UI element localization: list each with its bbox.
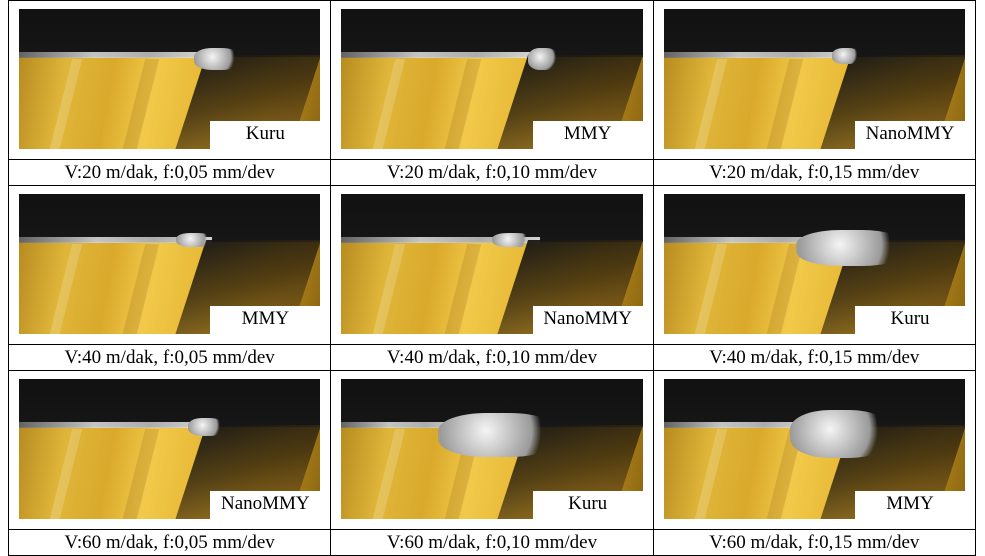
image-cell: Kuru [652,185,977,345]
cutting-parameters-caption: V:20 m/dak, f:0,10 mm/dev [386,161,598,183]
tool-photo: NanoMMY [19,379,321,519]
image-cell: NanoMMY [652,0,977,160]
image-cell: NanoMMY [7,370,332,530]
cutting-parameters-caption: V:20 m/dak, f:0,15 mm/dev [709,161,920,183]
tool-wear-figure-table: Kuru MMY NanoMMY V:20 m/dak, f:0,05 mm/d… [7,0,977,556]
caption-cell: V:20 m/dak, f:0,05 mm/dev [7,159,332,186]
image-cell: Kuru [330,370,654,530]
caption-cell: V:40 m/dak, f:0,15 mm/dev [652,344,977,371]
cutting-parameters-caption: V:20 m/dak, f:0,05 mm/dev [64,161,275,183]
condition-label: NanoMMY [532,306,643,334]
caption-cell: V:20 m/dak, f:0,10 mm/dev [330,159,654,186]
caption-cell: V:60 m/dak, f:0,10 mm/dev [330,529,654,556]
cutting-parameters-caption: V:40 m/dak, f:0,15 mm/dev [709,346,920,368]
tool-photo: NanoMMY [341,194,643,334]
tool-photo: NanoMMY [663,9,965,149]
condition-label: MMY [855,491,965,519]
caption-cell: V:60 m/dak, f:0,05 mm/dev [7,529,332,556]
condition-label: NanoMMY [210,491,321,519]
image-cell: Kuru [7,0,332,160]
condition-label: Kuru [855,306,965,334]
condition-label: NanoMMY [855,121,965,149]
tool-photo: MMY [663,379,965,519]
image-cell: MMY [652,370,977,530]
caption-cell: V:20 m/dak, f:0,15 mm/dev [652,159,977,186]
caption-cell: V:40 m/dak, f:0,10 mm/dev [330,344,654,371]
tool-photo: Kuru [663,194,965,334]
image-cell: MMY [330,0,654,160]
cutting-parameters-caption: V:60 m/dak, f:0,05 mm/dev [64,531,275,553]
cutting-parameters-caption: V:40 m/dak, f:0,10 mm/dev [386,346,598,368]
condition-label: MMY [532,121,643,149]
image-cell: NanoMMY [330,185,654,345]
tool-photo: MMY [341,9,643,149]
cutting-parameters-caption: V:40 m/dak, f:0,05 mm/dev [64,346,275,368]
condition-label: Kuru [532,491,643,519]
caption-cell: V:40 m/dak, f:0,05 mm/dev [7,344,332,371]
caption-cell: V:60 m/dak, f:0,15 mm/dev [652,529,977,556]
tool-photo: Kuru [19,9,321,149]
cutting-parameters-caption: V:60 m/dak, f:0,15 mm/dev [709,531,920,553]
condition-label: MMY [210,306,321,334]
tool-photo: MMY [19,194,321,334]
condition-label: Kuru [210,121,321,149]
image-cell: MMY [7,185,332,345]
tool-photo: Kuru [341,379,643,519]
cutting-parameters-caption: V:60 m/dak, f:0,10 mm/dev [386,531,598,553]
